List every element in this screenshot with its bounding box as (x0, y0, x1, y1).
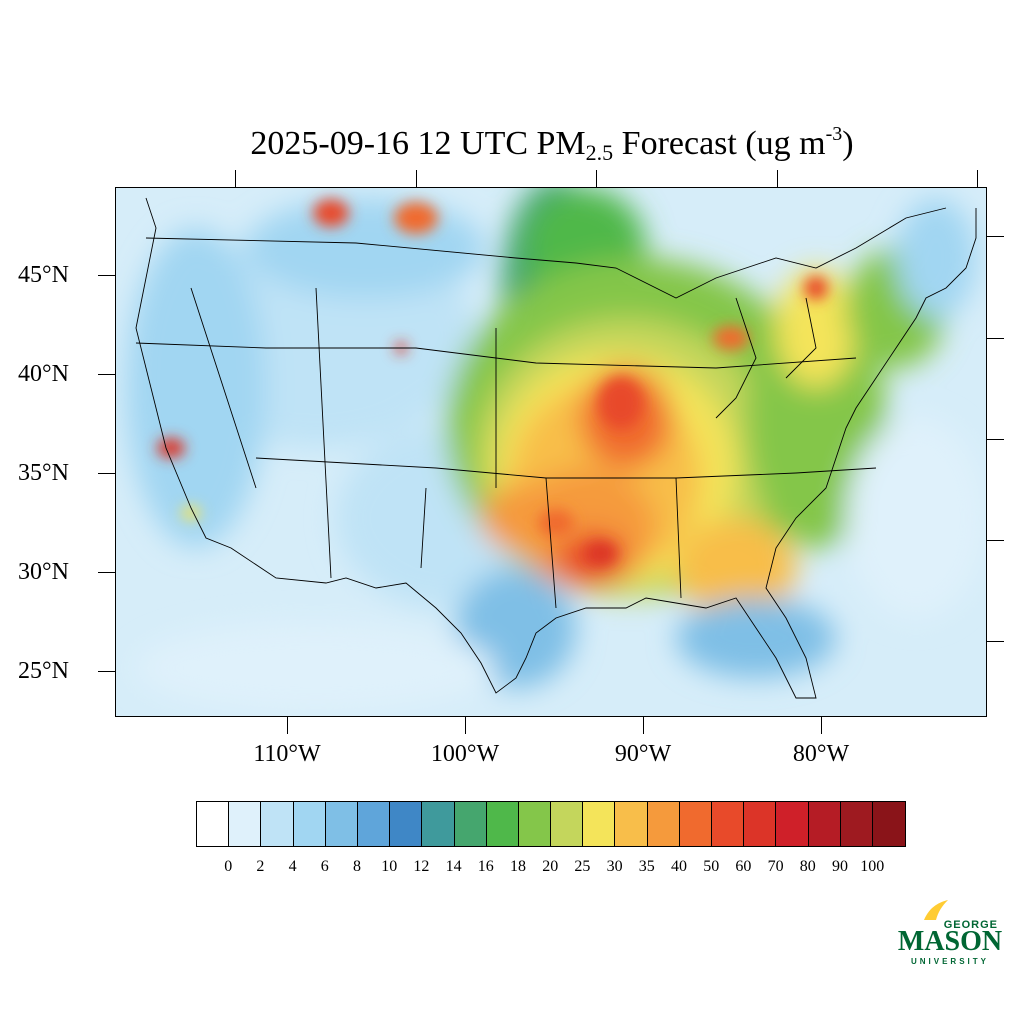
title-middle: Forecast (ug m (613, 125, 826, 162)
colorbar-label: 2 (256, 858, 265, 875)
colorbar-label: 10 (381, 858, 398, 875)
colorbar-box (293, 802, 326, 846)
right-tick (987, 236, 1004, 237)
colorbar-box (357, 802, 391, 846)
lon-label-110w: 110°W (253, 741, 321, 767)
colorbar-box (679, 802, 712, 846)
colorbar-box (229, 802, 262, 846)
colorbar-box (744, 802, 777, 846)
bottom-tick (643, 717, 644, 734)
colorbar-label: 4 (288, 858, 297, 875)
lon-label-80w: 80°W (792, 741, 850, 767)
right-tick (987, 439, 1004, 440)
colorbar-label: 14 (445, 858, 462, 875)
logo-line1: GEORGE (944, 919, 998, 931)
colorbar-label: 80 (799, 858, 816, 875)
colorbar-box (712, 802, 745, 846)
logo-line3: UNIVERSITY (911, 957, 989, 966)
colorbar-label: 40 (671, 858, 687, 875)
colorbar-box (518, 802, 552, 846)
top-tick (416, 170, 417, 187)
colorbar-box (551, 802, 584, 846)
colorbar-label: 16 (477, 858, 494, 875)
george-mason-logo: GEORGE MASON UNIVERSITY (898, 900, 1002, 966)
colorbar-box (808, 802, 841, 846)
right-tick (987, 338, 1004, 339)
colorbar-label: 12 (413, 858, 430, 875)
colorbar-label: 70 (767, 858, 784, 875)
left-tick (98, 671, 115, 672)
left-tick (98, 275, 115, 276)
colorbar-box (197, 802, 230, 846)
lat-label-35: 35°N (18, 460, 69, 486)
top-tick (777, 170, 778, 187)
map-field (116, 188, 986, 716)
title-subscript: 2.5 (585, 140, 614, 165)
right-tick (987, 641, 1004, 642)
colorbar-box (872, 802, 906, 846)
colorbar-label: 8 (353, 858, 361, 875)
title-suffix: ) (842, 125, 854, 162)
bottom-tick (287, 717, 288, 734)
logo-flame (924, 900, 948, 920)
colorbar-box (486, 802, 519, 846)
colorbar-box (422, 802, 455, 846)
colorbar-label: 90 (832, 858, 848, 875)
top-tick (235, 170, 236, 187)
colorbar-box (647, 802, 680, 846)
colorbar-label: 30 (606, 858, 623, 875)
colorbar-label: 18 (510, 858, 526, 875)
colorbar-box (454, 802, 487, 846)
colorbar-label: 20 (542, 858, 559, 875)
colorbar-label: 0 (224, 858, 233, 875)
colorbar-box (583, 802, 616, 846)
colorbar-label: 50 (703, 858, 720, 875)
lat-label-30: 30°N (18, 559, 69, 585)
boundaries (135, 197, 977, 699)
title-superscript: -3 (825, 123, 843, 145)
colorbar-label: 6 (320, 858, 329, 875)
left-tick (98, 374, 115, 375)
bottom-tick (821, 717, 822, 734)
colorbar-label: 25 (574, 858, 591, 875)
lon-label-90w: 90°W (614, 741, 672, 767)
colorbar-box (840, 802, 873, 846)
colorbar-label: 100 (860, 858, 885, 875)
colorbar-box (261, 802, 294, 846)
lat-label-45: 45°N (18, 262, 69, 288)
colorbar-box (390, 802, 423, 846)
bottom-tick (465, 717, 466, 734)
logo-line2: MASON (898, 926, 1002, 957)
left-tick (98, 572, 115, 573)
colorbar-label: 60 (735, 858, 752, 875)
colorbar-label: 35 (638, 858, 655, 875)
map-title: 2025-09-16 12 UTC PM2.5 Forecast (ug m-3… (0, 112, 1024, 175)
lat-label-40: 40°N (18, 361, 69, 387)
left-tick (98, 473, 115, 474)
pm25-map (115, 187, 987, 717)
title-prefix: 2025-09-16 12 UTC PM (250, 125, 586, 162)
colorbar-box (615, 802, 648, 846)
smoke-hotspots (157, 199, 828, 565)
colorbar (196, 801, 907, 847)
lon-label-100w: 100°W (430, 741, 500, 767)
colorbar-box (325, 802, 358, 846)
top-tick (977, 170, 978, 187)
lat-label-25: 25°N (18, 658, 69, 684)
top-tick (596, 170, 597, 187)
right-tick (987, 540, 1004, 541)
colorbar-box (776, 802, 809, 846)
